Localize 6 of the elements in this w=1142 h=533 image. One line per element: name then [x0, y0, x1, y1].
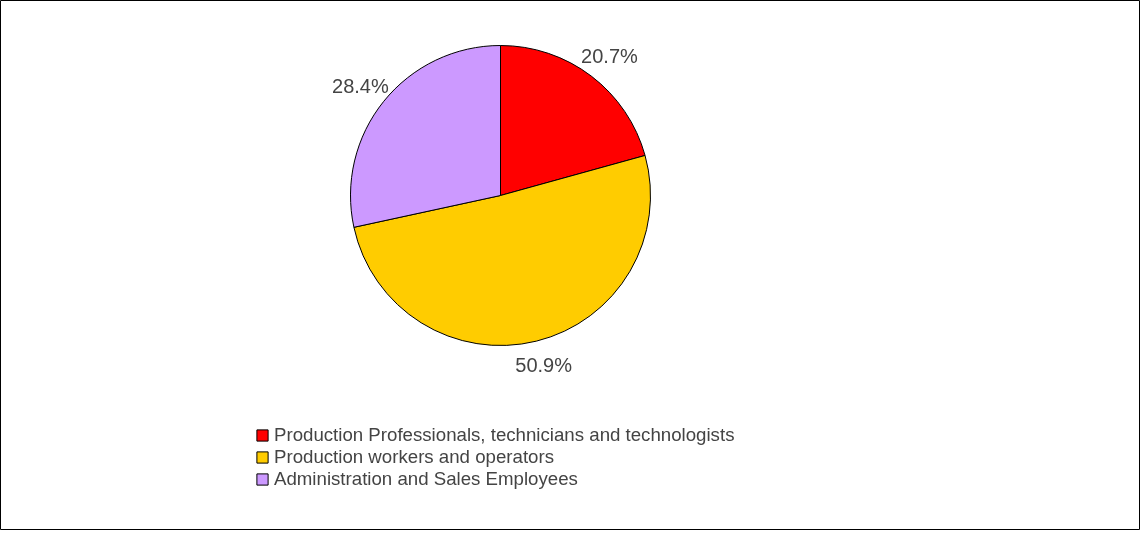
- legend-label: Administration and Sales Employees: [274, 468, 578, 490]
- data-label: 50.9%: [515, 354, 573, 377]
- data-label: 28.4%: [332, 74, 389, 97]
- legend-label: Production workers and operators: [274, 446, 554, 468]
- data-label: 20.7%: [581, 45, 639, 68]
- legend-label: Production Professionals, technicians and technologists: [274, 424, 735, 446]
